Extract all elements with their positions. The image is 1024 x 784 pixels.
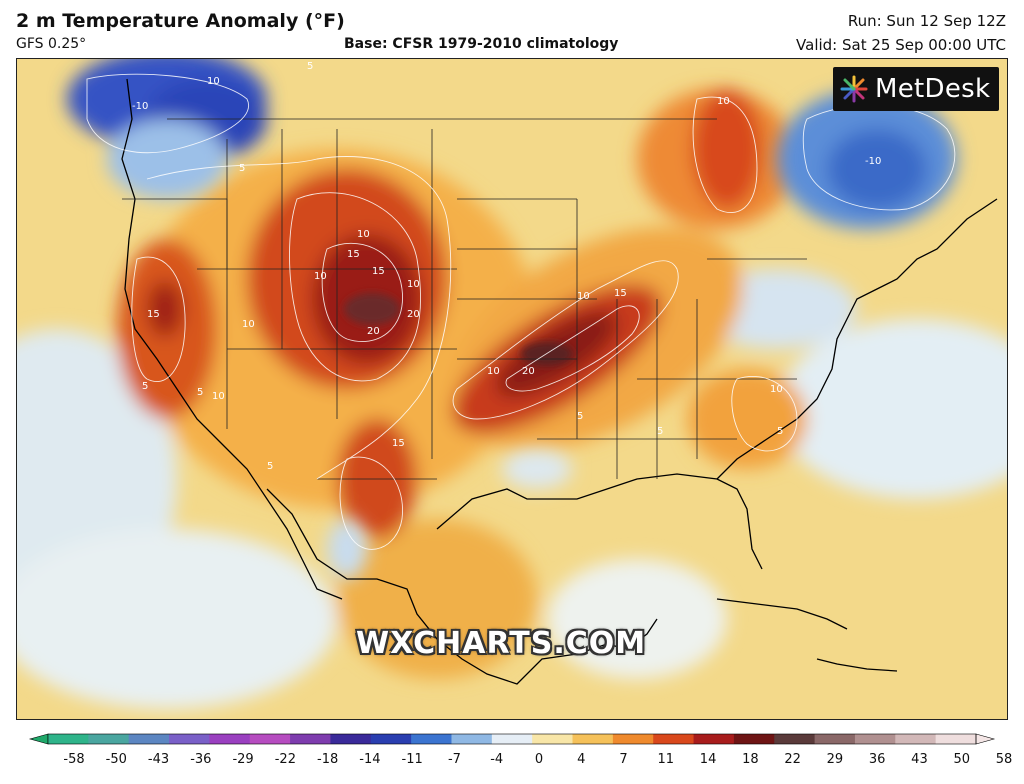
sunburst-icon <box>840 75 868 103</box>
scale-swatch <box>814 734 856 744</box>
scale-swatch <box>935 734 977 744</box>
map-canvas: 10 10 -10 -10 5 5 10 15 15 20 20 15 10 1… <box>17 59 1007 719</box>
scale-tick-label: 11 <box>657 752 675 767</box>
scale-swatch <box>48 734 89 744</box>
scale-tick-label: -11 <box>401 752 423 767</box>
scale-tick-label: 14 <box>699 752 717 767</box>
scale-tick-label: -43 <box>147 752 170 767</box>
contour-lines <box>86 73 956 550</box>
contour-label: 5 <box>267 461 273 472</box>
scale-tick-label: -29 <box>232 752 254 767</box>
scale-swatch <box>612 734 654 744</box>
scale-swatch <box>249 734 291 744</box>
extreme-anomaly-cores <box>344 293 573 366</box>
scale-tick-label: 58 <box>995 752 1013 767</box>
scale-tick-label: -7 <box>447 752 461 767</box>
scale-tick-label: -4 <box>490 752 504 767</box>
contour-label: 5 <box>307 61 313 72</box>
scale-swatch <box>895 734 937 744</box>
contour-label: -10 <box>132 101 148 112</box>
scale-tick-label: -14 <box>359 752 381 767</box>
contour-label: 5 <box>577 411 583 422</box>
anomaly-map: 10 10 -10 -10 5 5 10 15 15 20 20 15 10 1… <box>16 58 1008 720</box>
scale-tick-label: 22 <box>784 752 801 767</box>
color-scale <box>0 724 1024 784</box>
scale-swatch <box>209 734 251 744</box>
contour-label: -10 <box>865 156 881 167</box>
contour-label: 5 <box>197 387 203 398</box>
contour-label: 15 <box>372 266 385 277</box>
scale-tick-label: 4 <box>577 752 586 767</box>
contour-label: 10 <box>577 291 590 302</box>
scale-swatch <box>854 734 896 744</box>
scale-tick-label: -18 <box>317 752 339 767</box>
scale-tick-label: -36 <box>190 752 212 767</box>
scale-swatch <box>370 734 412 744</box>
scale-tick-label: 7 <box>619 752 628 767</box>
contour-label: 10 <box>770 384 783 395</box>
scale-swatch <box>693 734 735 744</box>
metdesk-logo: MetDesk <box>833 67 999 111</box>
scale-swatch <box>169 734 210 744</box>
contour-label: 15 <box>392 438 405 449</box>
scale-tick-label: 29 <box>826 752 844 767</box>
scale-tick-label: 50 <box>953 752 970 767</box>
scale-swatch <box>88 734 130 744</box>
scale-swatch <box>733 734 775 744</box>
contour-label: 10 <box>212 391 225 402</box>
state-borders <box>122 118 807 480</box>
scale-max-arrow <box>975 733 996 745</box>
scale-tick-label: 36 <box>868 752 886 767</box>
contour-label: 5 <box>657 426 663 437</box>
chart-title: 2 m Temperature Anomaly (°F) <box>16 10 345 32</box>
contour-label: 15 <box>147 309 160 320</box>
model-label: GFS 0.25° <box>16 36 87 52</box>
scale-swatch <box>451 734 493 744</box>
scale-swatch <box>290 734 331 744</box>
scale-swatch <box>128 734 170 744</box>
anomaly-shading <box>17 89 1007 709</box>
scale-tick-label: -50 <box>105 752 127 767</box>
contour-label: 10 <box>487 366 500 377</box>
contour-label: 10 <box>357 229 370 240</box>
chart-header: 2 m Temperature Anomaly (°F) GFS 0.25° B… <box>0 0 1024 58</box>
scale-swatch <box>653 734 695 744</box>
contour-label: 10 <box>314 271 327 282</box>
contour-label: 10 <box>407 279 420 290</box>
contour-label: 10 <box>242 319 255 330</box>
contour-label: 20 <box>407 309 420 320</box>
contour-label: 15 <box>614 288 627 299</box>
color-scale-bar <box>28 733 996 745</box>
logo-text: MetDesk <box>875 74 991 104</box>
contour-label: 10 <box>207 76 220 87</box>
cold-anomalies <box>67 59 957 579</box>
contour-label: 20 <box>522 366 535 377</box>
scale-swatch <box>572 734 614 744</box>
scale-tick-label: 0 <box>534 752 544 767</box>
scale-swatch <box>411 734 452 744</box>
run-time-label: Run: Sun 12 Sep 12Z <box>847 12 1006 30</box>
wxcharts-watermark: WXCHARTS.COM <box>356 626 647 661</box>
scale-tick-label: 43 <box>911 752 928 767</box>
scale-tick-label: 18 <box>742 752 759 767</box>
scale-swatch <box>532 734 574 744</box>
color-scale-labels: -58 -50 -43 -36 -29 -22 -18 -14 -11 -7 -4 0 4 7 11 14 18… <box>48 752 1012 772</box>
contour-label: 5 <box>142 381 148 392</box>
valid-time-label: Valid: Sat 25 Sep 00:00 UTC <box>796 36 1006 54</box>
coastlines <box>121 78 998 685</box>
contour-label: 5 <box>239 163 245 174</box>
contour-label: 10 <box>717 96 730 107</box>
contour-label-group: 10 10 -10 -10 5 5 10 15 15 20 20 15 10 1… <box>132 61 881 472</box>
contour-label: 5 <box>777 426 783 437</box>
contour-label: 20 <box>367 326 380 337</box>
scale-swatch <box>774 734 816 744</box>
contour-label: 15 <box>347 249 360 260</box>
scale-tick-label: -22 <box>274 752 296 767</box>
scale-border <box>47 733 977 745</box>
scale-swatch <box>330 734 372 744</box>
scale-swatch <box>491 734 533 744</box>
scale-min-arrow <box>28 733 49 745</box>
climatology-base-label: Base: CFSR 1979-2010 climatology <box>344 36 619 52</box>
scale-tick-label: -58 <box>63 752 85 767</box>
